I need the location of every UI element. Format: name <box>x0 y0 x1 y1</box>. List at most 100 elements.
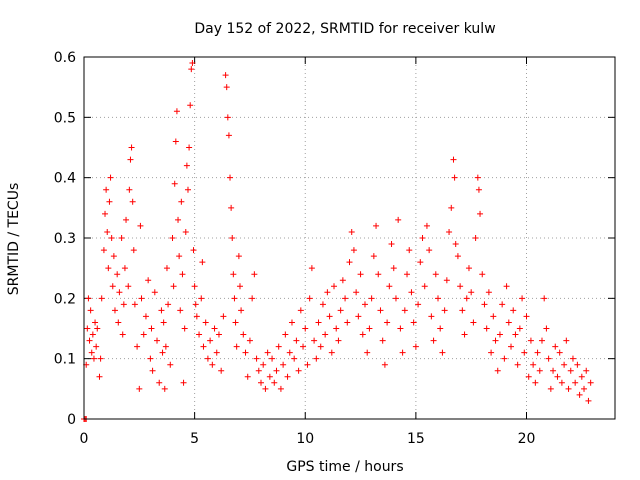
data-point <box>465 265 472 272</box>
data-point <box>585 397 592 404</box>
data-point <box>485 289 492 296</box>
data-point <box>93 343 100 350</box>
data-point <box>249 295 256 302</box>
data-point <box>118 235 125 241</box>
data-point <box>187 102 194 109</box>
data-point <box>87 307 94 314</box>
data-point <box>266 373 273 380</box>
data-point <box>232 319 239 326</box>
data-point <box>286 349 293 356</box>
data-point <box>426 247 433 254</box>
data-point <box>333 325 340 332</box>
data-point <box>317 343 324 350</box>
data-point <box>242 349 249 356</box>
data-point <box>199 259 206 266</box>
data-point <box>147 355 154 362</box>
data-point <box>306 295 313 302</box>
data-point <box>302 325 309 332</box>
data-point <box>98 295 105 302</box>
data-point <box>558 379 565 386</box>
chart-title: Day 152 of 2022, SRMTID for receiver kul… <box>194 21 495 37</box>
data-point <box>423 222 430 229</box>
data-point <box>129 198 136 205</box>
data-point <box>587 379 594 386</box>
data-point <box>106 198 113 205</box>
data-point <box>255 367 262 374</box>
data-point <box>136 385 143 392</box>
data-point <box>229 235 236 241</box>
data-point <box>508 343 515 350</box>
data-point <box>534 349 541 356</box>
data-point <box>567 367 574 374</box>
y-tick-label: 0.4 <box>54 171 76 187</box>
data-point <box>516 325 523 332</box>
data-point <box>519 295 526 302</box>
data-point <box>384 319 391 326</box>
data-point <box>492 337 499 344</box>
data-point <box>538 337 545 344</box>
data-point <box>428 313 435 320</box>
data-point <box>578 373 585 380</box>
data-point <box>105 265 112 272</box>
data-point <box>472 235 479 241</box>
data-point <box>223 84 230 91</box>
data-point <box>200 343 207 350</box>
data-point <box>454 253 461 260</box>
data-point <box>326 313 333 320</box>
x-tick-label: 5 <box>190 431 199 447</box>
data-point <box>103 186 110 193</box>
data-point <box>134 343 141 350</box>
data-point <box>441 307 448 314</box>
data-point <box>198 295 205 302</box>
data-point <box>494 367 501 374</box>
data-point <box>315 319 322 326</box>
data-point <box>324 289 331 296</box>
data-point <box>180 379 187 386</box>
data-point <box>525 373 532 380</box>
data-point <box>514 361 521 368</box>
data-point <box>222 72 229 79</box>
data-point <box>417 259 424 266</box>
data-point <box>375 271 382 278</box>
data-point <box>346 259 353 266</box>
data-point <box>96 373 103 380</box>
data-point <box>253 355 260 362</box>
data-point <box>145 277 152 284</box>
data-point <box>392 295 399 302</box>
data-point <box>388 241 395 248</box>
data-point <box>224 114 231 121</box>
data-point <box>353 289 360 296</box>
data-point <box>488 349 495 356</box>
data-point <box>179 271 186 278</box>
data-point <box>100 247 107 254</box>
data-point <box>151 289 158 296</box>
data-point <box>348 228 355 235</box>
data-point <box>475 186 482 193</box>
data-point <box>211 325 218 332</box>
data-point <box>477 210 484 217</box>
data-point <box>501 355 508 362</box>
data-point <box>177 307 184 314</box>
x-tick-label: 20 <box>518 431 536 447</box>
data-point <box>541 295 548 302</box>
data-point <box>561 361 568 368</box>
data-point <box>355 313 362 320</box>
data-point <box>350 247 357 254</box>
data-point <box>84 325 91 332</box>
data-point <box>175 216 182 223</box>
data-point <box>116 289 123 296</box>
data-point <box>88 349 95 356</box>
data-point <box>138 295 145 302</box>
data-point <box>159 349 166 356</box>
data-point <box>419 235 426 241</box>
data-point <box>432 271 439 278</box>
data-point <box>160 319 167 326</box>
data-point <box>474 174 481 181</box>
data-point <box>108 235 115 241</box>
data-point <box>459 307 466 314</box>
data-point <box>233 343 240 350</box>
data-point <box>576 391 583 398</box>
data-point <box>120 301 127 308</box>
data-point <box>176 253 183 260</box>
